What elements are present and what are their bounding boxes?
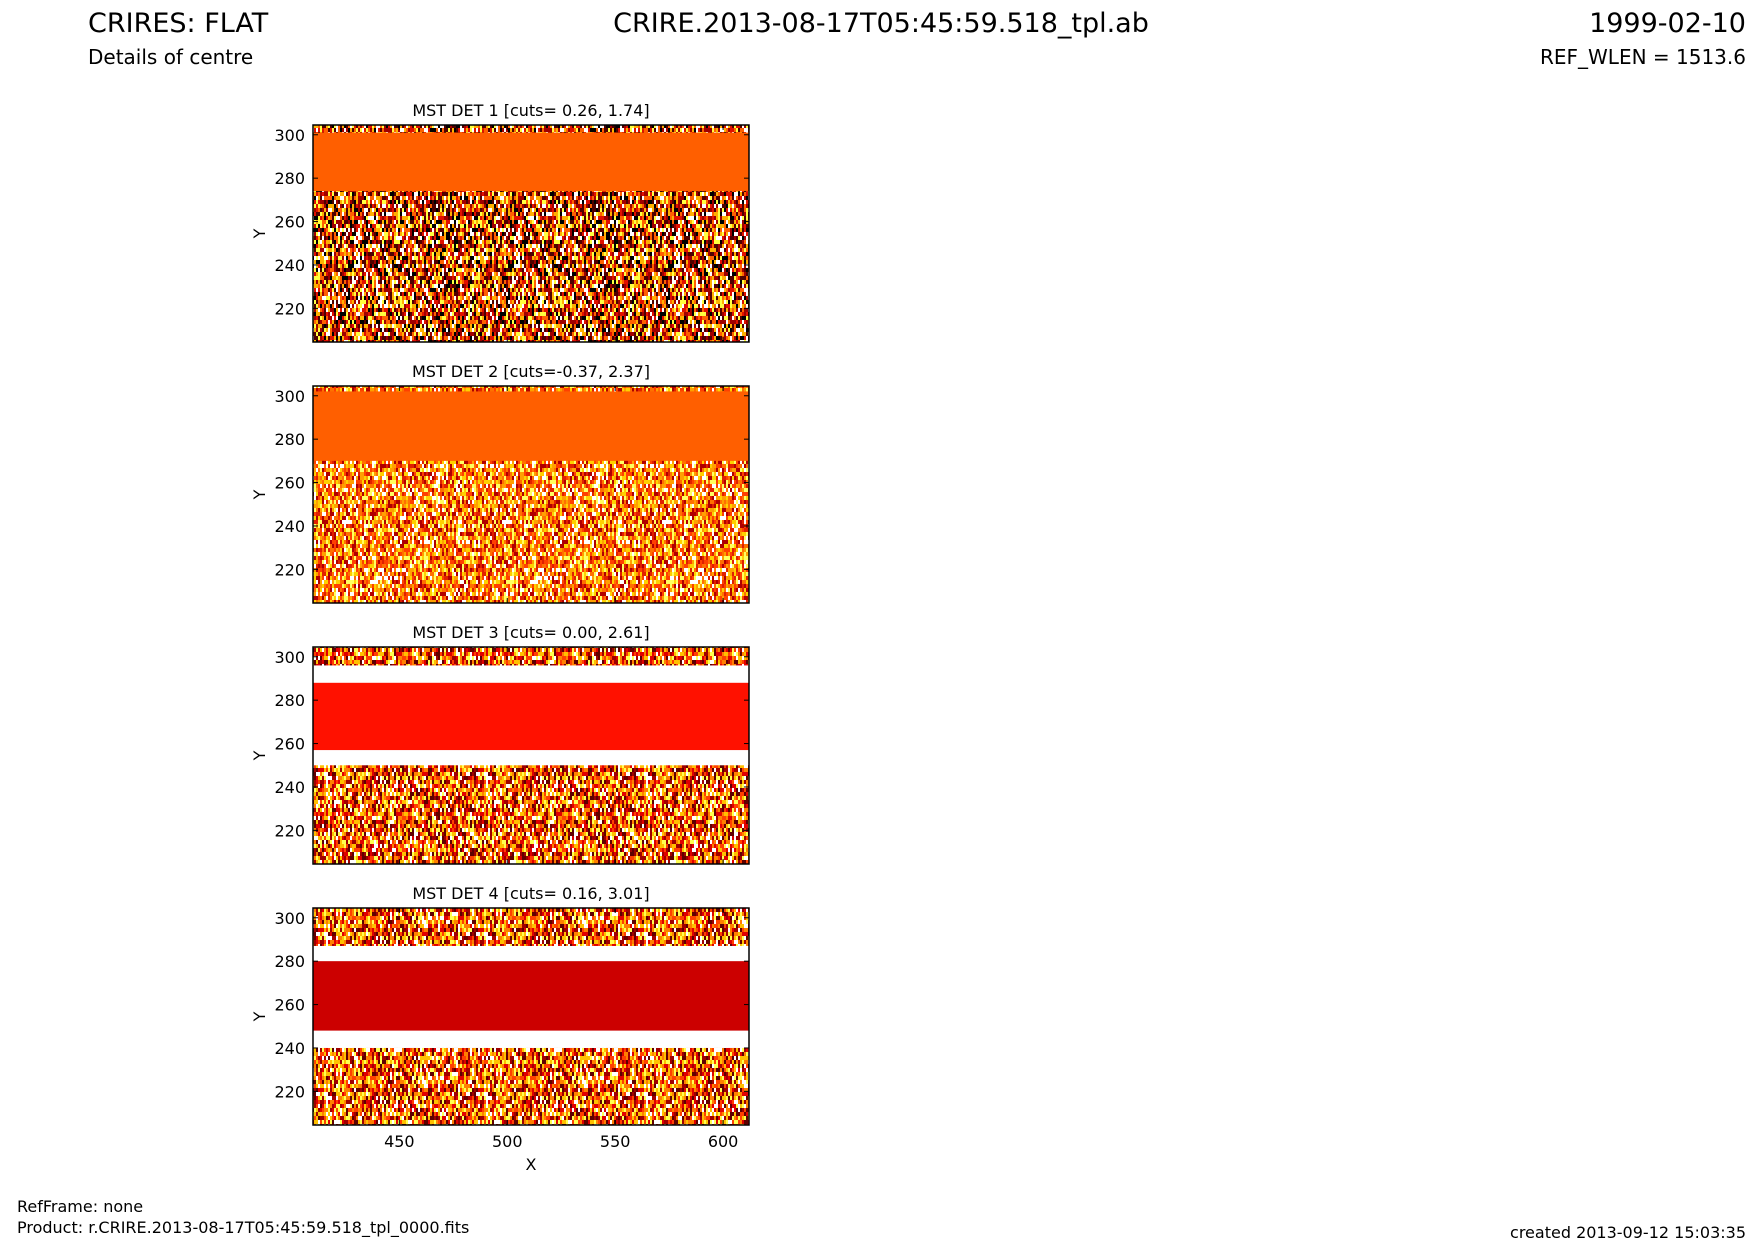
- figure: CRIRES: FLAT Details of centre CRIRE.201…: [17, 8, 1746, 1242]
- page: CRIRES: FLAT Details of centre CRIRE.201…: [17, 8, 1746, 1242]
